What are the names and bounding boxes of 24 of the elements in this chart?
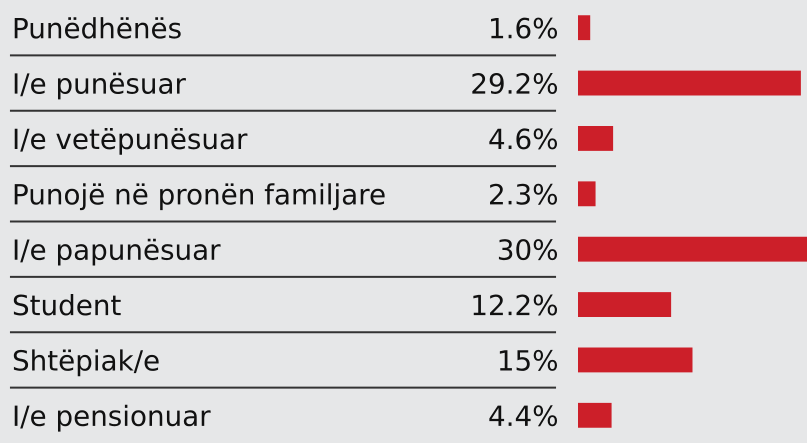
y-tick-label: I/e papunësuar — [14, 238, 221, 266]
bar — [578, 292, 672, 318]
bar — [578, 15, 590, 40]
data-label: 12.2% — [473, 294, 558, 316]
bar — [578, 70, 801, 96]
bar — [578, 181, 596, 206]
data-label: 4.6% — [489, 128, 558, 150]
bar — [578, 126, 614, 151]
y-tick-label: I/e pensionuar — [14, 404, 211, 432]
data-label: 30% — [498, 239, 558, 260]
data-label: 29.2% — [472, 73, 558, 94]
data-label: 2.3% — [490, 184, 558, 205]
y-tick-label: Shtëpiak/e — [14, 349, 159, 376]
y-tick-label: Punojë në pronën familjare — [14, 183, 385, 210]
y-tick-label: Student — [14, 294, 121, 316]
data-label: 4.4% — [489, 405, 558, 426]
bar — [578, 347, 692, 372]
y-tick-label: Punëdhënës — [14, 17, 181, 39]
data-label: 1.6% — [491, 18, 558, 39]
bar — [578, 402, 612, 428]
bar — [578, 236, 807, 262]
y-tick-label: I/e punësuar — [14, 72, 186, 100]
y-tick-label: I/e vetëpunësuar — [14, 128, 248, 155]
data-label: 15% — [500, 350, 558, 371]
